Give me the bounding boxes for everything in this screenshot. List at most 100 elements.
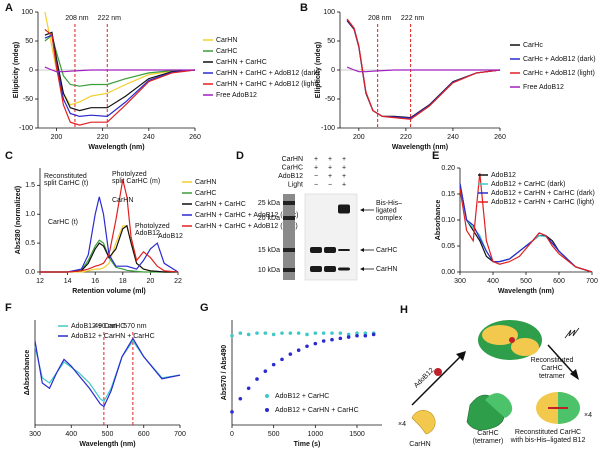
label-line: split CarHC (m) [112, 178, 160, 185]
legend-label: CarHN [195, 179, 216, 186]
legend-label: AdoB12 [491, 172, 516, 179]
point [280, 357, 284, 362]
label-line: AdoB12 [135, 230, 160, 237]
gel-lane-sign: + [314, 164, 318, 171]
legend-label: AdoB12 + CarHC [275, 393, 329, 400]
legend-label: CarHN + CarHC + AdoB12 (light) [216, 81, 319, 88]
gel-row-label: AdoB12 [278, 173, 303, 180]
arrow [411, 354, 463, 406]
marker-band [283, 248, 295, 252]
legend-label: AdoB12 + CarHC (dark) [491, 181, 566, 188]
carhc-shape [485, 393, 513, 418]
x-tick-label: 16 [91, 278, 99, 285]
label-line: Photolyzed [135, 223, 170, 230]
gel-lane-sign: + [342, 156, 346, 163]
y-tick-label: -100 [321, 125, 335, 132]
series-line [44, 11, 196, 106]
count-label: ×4 [398, 421, 406, 428]
x-tick-label: 260 [494, 134, 506, 141]
legend-label: CarHN + CarHC + AdoB12 (dark) [195, 212, 298, 219]
point [313, 331, 318, 335]
legend-label: CarHc + AdoB12 (light) [523, 70, 595, 77]
series-line [459, 183, 593, 273]
point [271, 362, 276, 367]
label-line: CarHN [376, 266, 397, 273]
point [305, 332, 309, 337]
point [230, 410, 234, 414]
series-line [346, 18, 501, 120]
x-axis-title: Wavelength (nm) [88, 144, 144, 151]
x-tick-label: 200 [51, 134, 63, 141]
point [246, 386, 251, 391]
point [371, 332, 376, 337]
x-tick-label: 1000 [308, 431, 324, 438]
y-tick-label: 0.15 [441, 191, 455, 198]
legend-label: CarHN + CarHC [195, 201, 246, 208]
x-tick-label: 0 [230, 431, 234, 438]
marker-lane [283, 194, 295, 280]
count-label: ×4 [584, 412, 592, 419]
series-line [40, 224, 178, 273]
series-line [40, 196, 179, 273]
carhn-shape [411, 410, 436, 435]
x-tick-label: 500 [102, 431, 114, 438]
point [346, 332, 351, 337]
point [288, 331, 293, 335]
y-tick-label: 1.5 [25, 182, 35, 189]
x-tick-label: 14 [64, 278, 72, 285]
carhn-label: CarHN [409, 441, 430, 448]
point [330, 331, 334, 335]
y-axis-title: Absorbance [435, 200, 442, 241]
y-tick-label: 100 [21, 9, 33, 16]
label-line: tetramer [539, 373, 566, 380]
point [230, 333, 234, 338]
tetramer-shape [511, 338, 539, 356]
series-line [34, 337, 181, 408]
gel-lane-sign: + [328, 156, 332, 163]
label-line: Reconstituted [531, 357, 574, 364]
label-line: CarHC [541, 365, 562, 372]
y-axis-title: Ellipticity (mdeg) [13, 42, 20, 98]
y-tick-label: 0.0 [25, 269, 35, 276]
point [238, 331, 243, 335]
x-tick-label: 700 [174, 431, 186, 438]
arrow-head [456, 351, 466, 361]
x-tick-label: 220 [400, 134, 412, 141]
x-tick-label: 260 [189, 134, 201, 141]
marker-label: 25 kDa [258, 200, 280, 207]
point [313, 341, 318, 346]
gel-lane-sign: − [314, 181, 318, 188]
legend-label: CarHN + CarHC + AdoB12 (light) [195, 223, 298, 230]
x-tick-label: 300 [29, 431, 41, 438]
point [321, 339, 326, 343]
label-line: with bis-His–ligated B12 [510, 437, 586, 444]
series-line [44, 31, 196, 112]
legend-label: Free AdoB12 [216, 92, 257, 99]
x-tick-label: 220 [97, 134, 109, 141]
x-tick-label: 600 [553, 278, 565, 285]
y-tick-label: 0.5 [25, 240, 35, 247]
label-line: complex [376, 215, 403, 222]
legend-marker [265, 394, 269, 398]
marker-band [283, 268, 295, 272]
point [280, 331, 284, 335]
point [346, 335, 351, 339]
point [321, 331, 326, 335]
label-line: CarHN [112, 197, 133, 204]
x-tick-label: 240 [143, 134, 155, 141]
reference-label: 490 nm [94, 323, 118, 330]
x-axis-title: Wavelength (nm) [392, 144, 448, 151]
gel-band [310, 266, 322, 272]
gel-row-label: CarHC [282, 164, 303, 171]
series-line [40, 239, 178, 273]
marker-band [283, 216, 295, 220]
point [338, 336, 343, 341]
y-axis-title: ΔAbsorbance [24, 350, 31, 396]
diagram-shapes [411, 320, 580, 435]
band-arrow-head [360, 208, 364, 212]
band-arrow-head [360, 248, 364, 252]
x-tick-label: 300 [454, 278, 466, 285]
panel-label: F [5, 302, 12, 314]
gel-row-label: CarHN [282, 156, 303, 163]
